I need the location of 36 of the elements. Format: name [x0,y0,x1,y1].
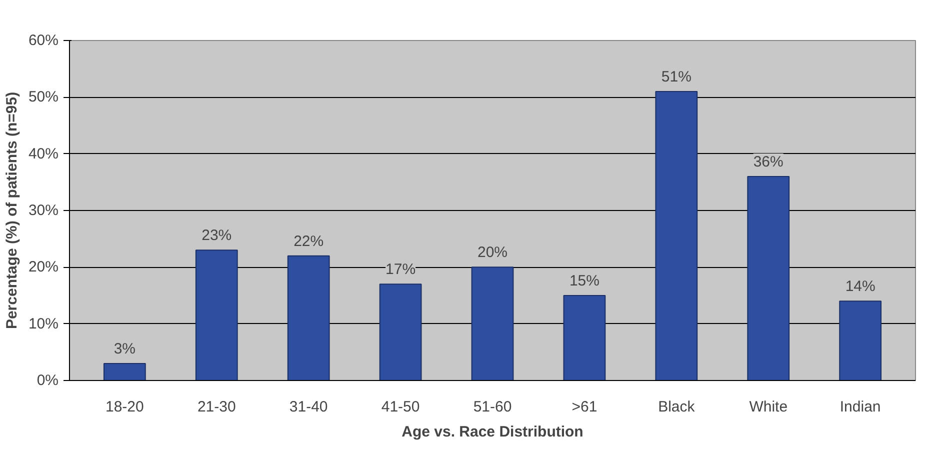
y-tick-label: 40% [28,145,59,162]
data-label: 51% [661,68,692,86]
bar [563,295,606,380]
bar [655,91,698,380]
y-tick-label: 20% [28,258,59,276]
data-label: 3% [114,340,136,358]
x-tick-label: 18-20 [105,398,144,416]
data-label: 23% [202,227,232,244]
x-tick-label: 41-50 [381,398,420,416]
data-label: 22% [294,232,324,250]
x-tick-label: 21-30 [197,398,236,416]
bar [839,300,882,380]
bar [103,363,146,380]
y-tick-label: 10% [28,315,59,332]
x-tick-label: White [749,398,788,416]
bar [379,284,422,380]
bar [471,266,514,380]
data-label: 36% [753,154,784,170]
y-tick-label: 60% [28,32,59,49]
bar [747,176,790,380]
bar [195,250,238,380]
y-axis-title: Percentage (%) of patients (n=95) [3,92,20,330]
x-tick-label: Black [658,398,696,416]
x-tick-label: 51-60 [473,398,512,416]
y-tick-label: 0% [36,372,59,389]
y-tick-label: 30% [28,202,59,219]
x-axis-title: Age vs. Race Distribution [402,424,584,440]
x-tick-label: >61 [572,398,598,416]
y-tick-label: 50% [28,88,59,106]
data-label: 17% [386,261,416,278]
x-tick-label: Indian [840,398,881,416]
data-label: 15% [569,272,600,290]
data-label: 20% [477,244,508,262]
data-label: 14% [845,278,876,296]
x-tick-label: 31-40 [289,398,328,416]
bar [287,255,330,380]
